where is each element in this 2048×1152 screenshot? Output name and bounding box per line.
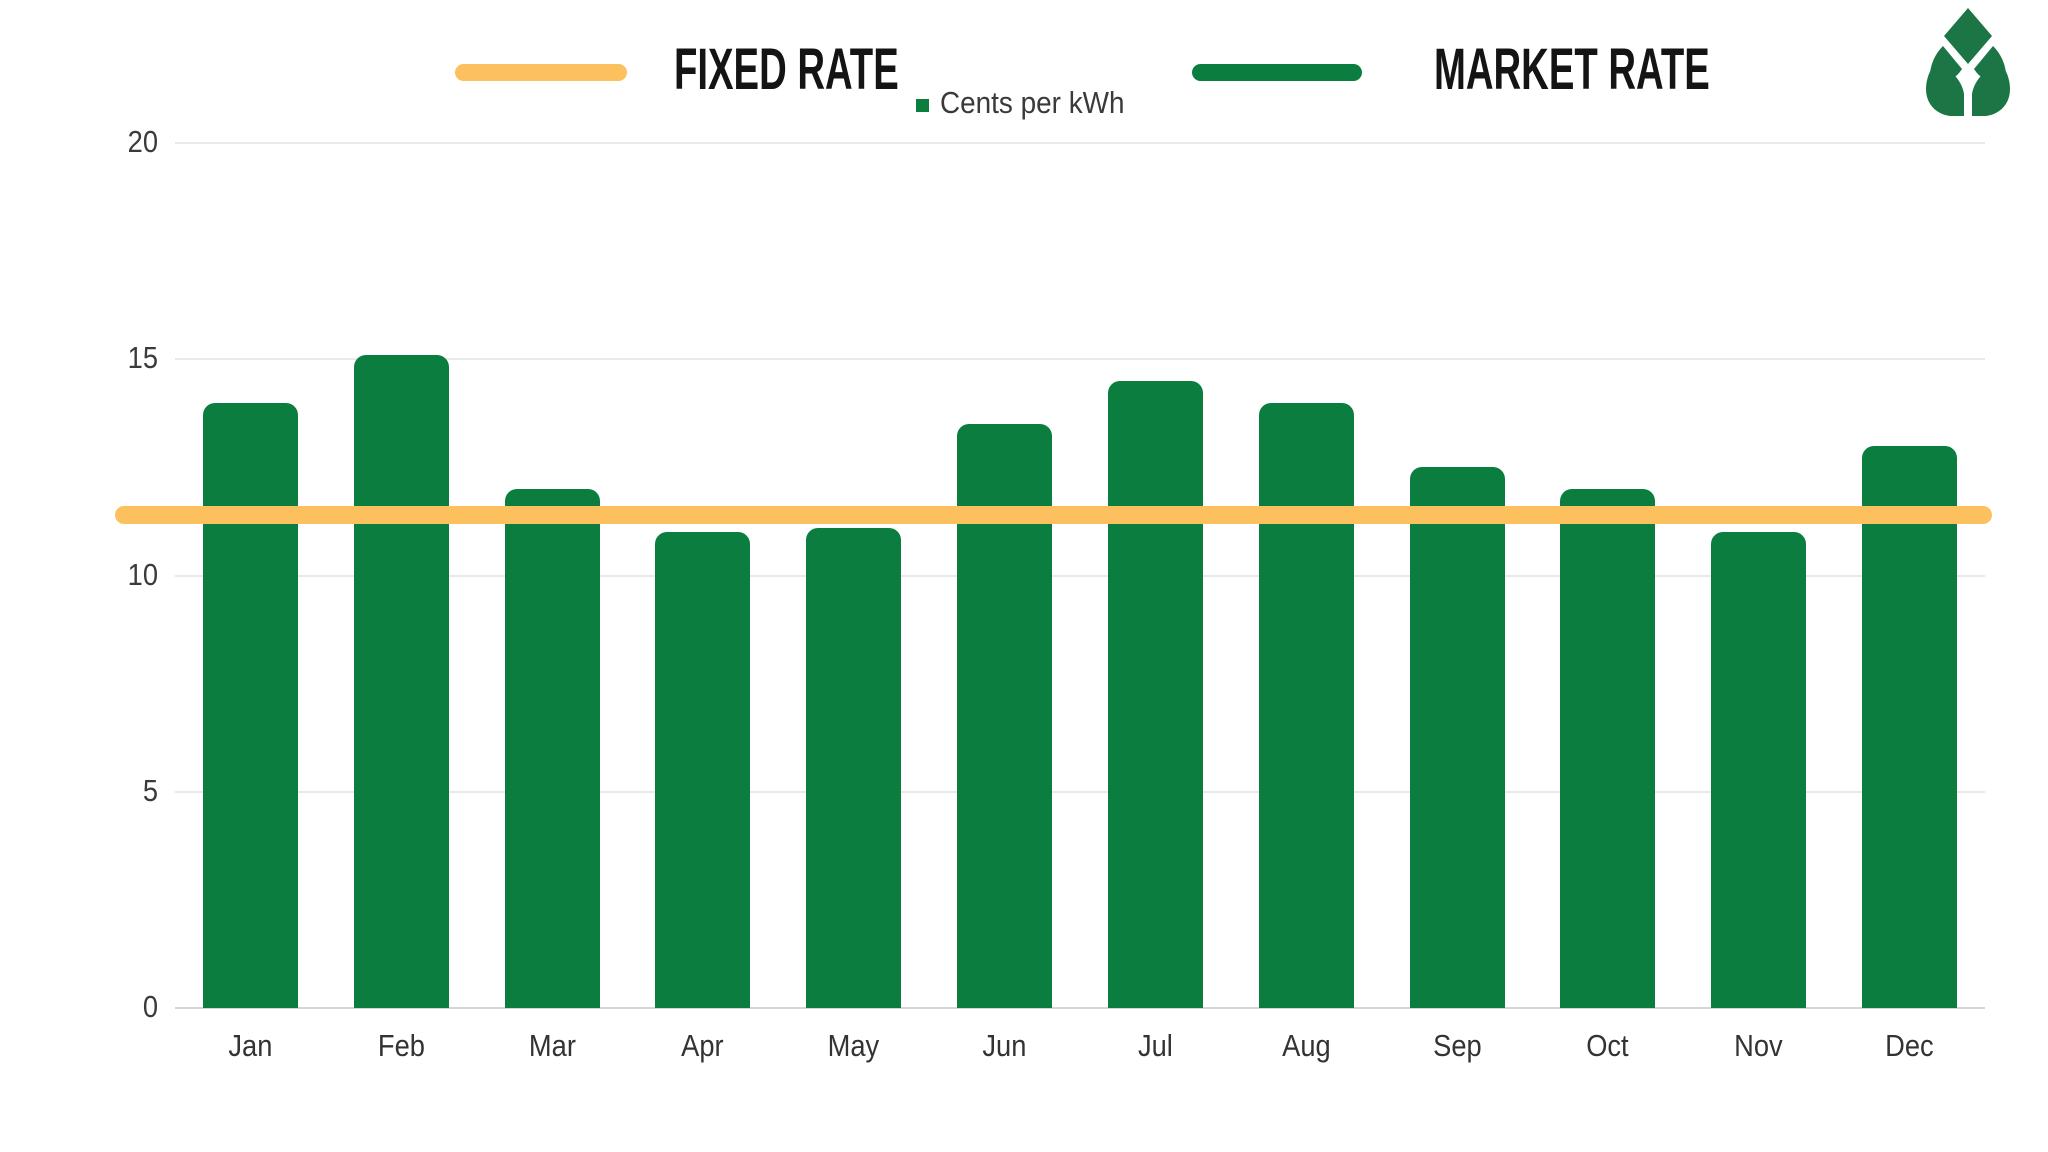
x-tick-label-apr: Apr bbox=[681, 1028, 725, 1063]
fixed-rate-legend-label: FIXED RATE bbox=[674, 37, 899, 102]
market-rate-bar-apr bbox=[655, 532, 751, 1008]
fixed-rate-reference-line bbox=[115, 505, 1992, 524]
x-tick-label-jan: Jan bbox=[228, 1028, 273, 1063]
gridline-20 bbox=[175, 142, 1985, 144]
green-square-bullet-icon bbox=[916, 98, 929, 112]
market-rate-bar-jan bbox=[202, 402, 298, 1008]
gridline-5 bbox=[175, 790, 1985, 793]
y-tick-label-5: 5 bbox=[142, 772, 158, 808]
market-rate-bar-dec bbox=[1862, 445, 1958, 1008]
market-rate-bar-aug bbox=[1258, 402, 1354, 1008]
x-tick-label-may: May bbox=[827, 1028, 880, 1063]
x-tick-label-feb: Feb bbox=[377, 1028, 425, 1063]
bar-column-nov: Nov bbox=[1683, 143, 1834, 1063]
x-tick-label-mar: Mar bbox=[528, 1028, 576, 1063]
x-tick-label-sep: Sep bbox=[1432, 1028, 1482, 1063]
bar-column-oct: Oct bbox=[1532, 143, 1683, 1063]
units-label: Cents per kWh bbox=[940, 85, 1125, 120]
market-rate-bar-oct bbox=[1560, 489, 1656, 1008]
bar-column-apr: Apr bbox=[627, 143, 778, 1063]
bars-row: Jan Feb Mar Apr May Jun Jul Aug Sep Oct Nov Dec bbox=[175, 143, 1985, 1063]
bar-column-sep: Sep bbox=[1382, 143, 1533, 1063]
y-tick-label-0: 0 bbox=[142, 989, 158, 1024]
market-rate-bar-sep bbox=[1409, 467, 1505, 1008]
x-tick-label-jul: Jul bbox=[1137, 1028, 1173, 1063]
x-tick-label-dec: Dec bbox=[1885, 1028, 1934, 1063]
market-rate-bar-may bbox=[806, 527, 902, 1008]
market-rate-bar-feb bbox=[353, 354, 449, 1008]
bar-column-mar: Mar bbox=[477, 143, 628, 1063]
bar-column-jun: Jun bbox=[929, 143, 1080, 1063]
x-tick-label-jun: Jun bbox=[982, 1028, 1027, 1063]
plot-area: 20 15 10 5 0 Jan Feb Mar Apr May Jun Jul Aug Sep Oct No… bbox=[115, 124, 1992, 1063]
bar-column-jan: Jan bbox=[175, 143, 326, 1063]
gridline-10 bbox=[175, 574, 1985, 577]
bar-column-aug: Aug bbox=[1231, 143, 1382, 1063]
market-rate-bar-mar bbox=[504, 489, 600, 1008]
gridline-15 bbox=[175, 358, 1985, 361]
units-caption: Cents per kWh bbox=[916, 84, 1145, 122]
market-rate-bar-jul bbox=[1107, 380, 1203, 1008]
y-tick-label-10: 10 bbox=[127, 556, 158, 592]
gridline-0 bbox=[175, 1007, 1985, 1009]
bar-column-feb: Feb bbox=[326, 143, 477, 1063]
x-tick-label-nov: Nov bbox=[1734, 1028, 1783, 1063]
market-rate-line-swatch bbox=[1192, 64, 1362, 81]
y-tick-label-20: 20 bbox=[127, 124, 158, 159]
market-rate-bar-nov bbox=[1711, 532, 1807, 1008]
fixed-rate-line-swatch bbox=[455, 64, 627, 81]
x-tick-label-aug: Aug bbox=[1281, 1028, 1331, 1063]
bar-column-dec: Dec bbox=[1834, 143, 1985, 1063]
market-rate-legend-label: MARKET RATE bbox=[1434, 37, 1710, 102]
leaf-logo-icon bbox=[1926, 8, 2010, 116]
bar-column-jul: Jul bbox=[1080, 143, 1231, 1063]
bar-column-may: May bbox=[778, 143, 929, 1063]
x-tick-label-oct: Oct bbox=[1586, 1028, 1630, 1063]
y-tick-label-15: 15 bbox=[127, 340, 158, 376]
